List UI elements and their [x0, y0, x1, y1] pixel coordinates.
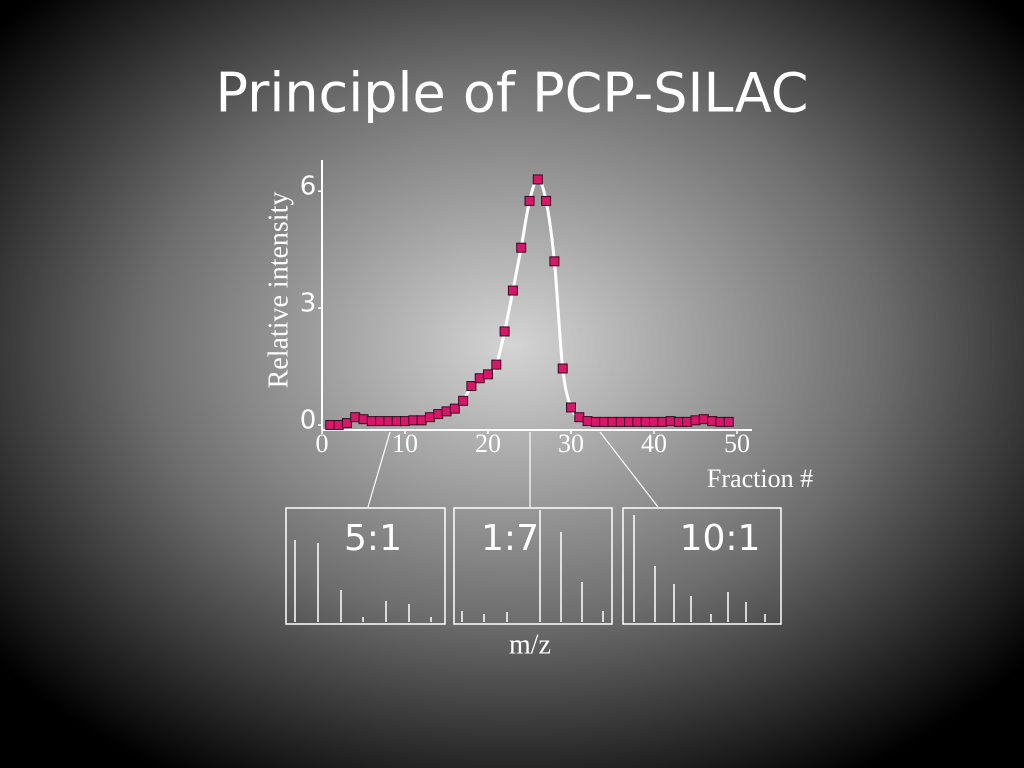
point	[341, 418, 352, 429]
point	[516, 242, 527, 253]
point	[582, 416, 593, 427]
point	[433, 409, 444, 420]
point	[507, 285, 518, 296]
point	[524, 195, 535, 206]
x-tick-label: 40	[641, 429, 667, 458]
point	[358, 414, 369, 425]
point	[632, 416, 643, 427]
point	[698, 414, 709, 425]
point	[441, 406, 452, 417]
point	[333, 420, 344, 430]
inset-label: 1:7	[481, 518, 539, 559]
insets	[285, 507, 782, 625]
y-tick-label: 3	[300, 289, 317, 319]
point	[590, 416, 601, 427]
x-tick-label: 30	[558, 429, 584, 458]
point	[375, 416, 386, 427]
x-tick-label: 20	[475, 429, 501, 458]
point	[607, 416, 618, 427]
point	[483, 369, 493, 380]
connector	[599, 431, 659, 508]
point	[707, 416, 718, 427]
point	[325, 420, 336, 430]
connector	[367, 431, 391, 508]
point	[408, 415, 419, 426]
inset-x-label: m/z	[509, 629, 551, 660]
slide-title: Principle of PCP-SILAC	[216, 62, 809, 125]
point	[640, 416, 651, 427]
point	[665, 416, 676, 427]
point	[449, 403, 460, 414]
point	[599, 416, 610, 427]
point	[424, 412, 435, 423]
spectrum	[461, 510, 604, 622]
x-tick-label: 10	[392, 429, 418, 458]
point	[541, 195, 552, 206]
inset-label: 10:1	[680, 518, 761, 559]
point	[466, 381, 477, 392]
point	[549, 256, 560, 267]
point	[682, 416, 693, 427]
point	[391, 416, 402, 427]
point	[532, 174, 543, 185]
y-tick-label: 6	[300, 172, 317, 202]
point	[366, 416, 377, 427]
point	[474, 373, 485, 384]
point	[400, 416, 410, 427]
point	[574, 412, 585, 423]
point	[557, 363, 568, 374]
point	[723, 416, 734, 427]
point	[649, 416, 659, 427]
point	[615, 416, 626, 427]
point	[458, 395, 469, 406]
point	[657, 416, 668, 427]
point	[715, 416, 726, 427]
inset-box	[622, 507, 782, 625]
y-tick-label: 0	[300, 406, 317, 436]
connectors	[367, 431, 659, 508]
inset-label: 5:1	[344, 518, 402, 559]
point	[624, 416, 635, 427]
point	[673, 416, 684, 427]
x-tick-label: 50	[724, 429, 750, 458]
point	[499, 326, 510, 337]
spectrum	[633, 515, 766, 622]
x-tick-label: 0	[316, 429, 329, 458]
point	[491, 359, 502, 370]
y-axis-label: Relative intensity	[263, 192, 294, 389]
point	[566, 402, 576, 413]
inset-box	[285, 507, 446, 625]
point	[383, 416, 394, 427]
point	[350, 412, 361, 423]
x-axis-label: Fraction #	[707, 464, 813, 493]
point	[690, 415, 701, 426]
inset-box	[453, 507, 613, 625]
spectrum	[294, 540, 432, 622]
point	[416, 415, 427, 426]
